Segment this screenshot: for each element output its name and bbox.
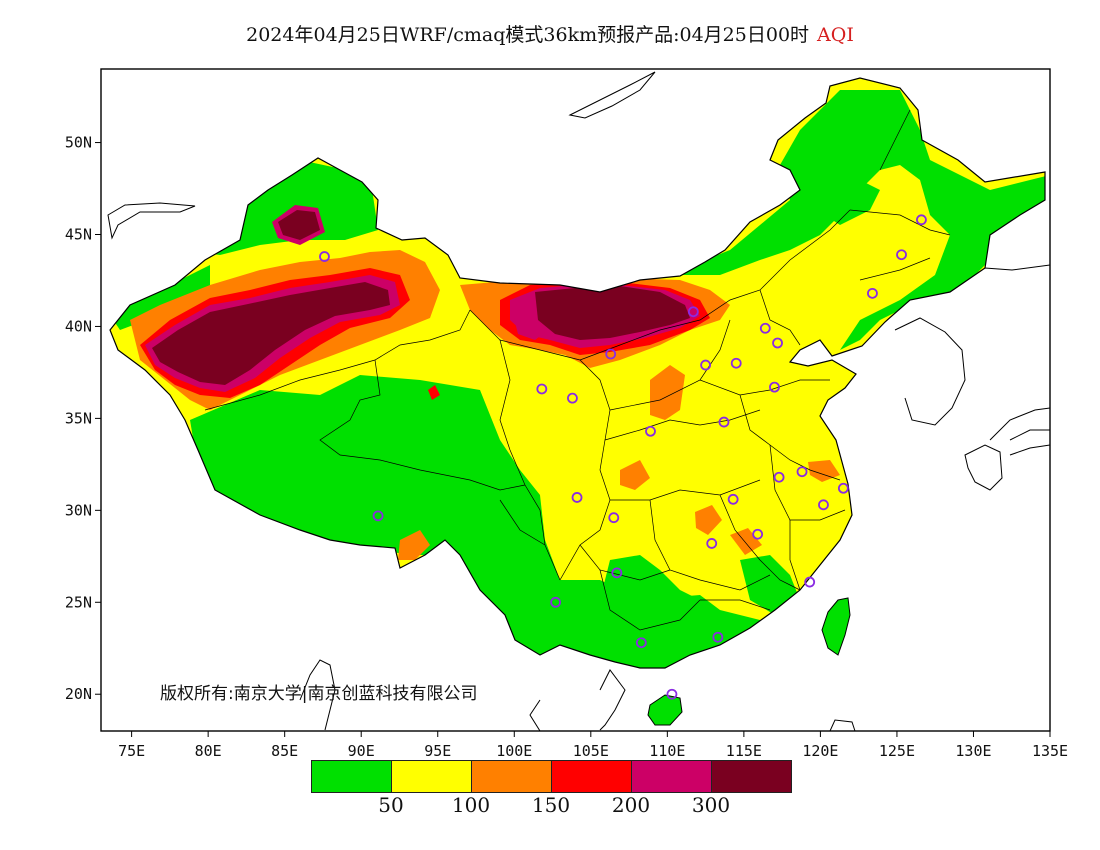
station-marker [319,251,330,262]
station-marker [752,528,764,540]
station-marker [796,466,808,478]
lat-tick-label: 40N [65,317,92,335]
station-markers [319,214,927,700]
station-marker [867,287,878,299]
title-main: 2024年04月25日WRF/cmaq模式36km预报产品:04月25日00时 [246,24,810,46]
lon-tick-label: 130E [955,742,991,760]
title-variable: AQI [817,24,854,46]
station-marker [706,538,718,549]
station-marker [718,416,730,428]
station-marker [759,322,771,334]
station-marker [730,357,742,369]
color-legend [311,760,792,793]
station-marker [769,381,780,393]
station-marker [666,688,678,700]
station-marker [571,492,583,503]
lon-tick-label: 110E [649,742,685,760]
lon-tick-label: 95E [424,742,451,760]
station-marker [605,348,617,360]
station-marker [773,471,785,483]
station-marker [700,359,712,371]
station-marker [896,249,907,261]
station-marker [837,482,849,494]
station-marker [550,596,562,608]
lon-tick-label: 135E [1032,742,1068,760]
lon-tick-label: 120E [802,742,838,760]
lat-tick-label: 50N [65,134,92,152]
legend-label: 50 [378,793,404,817]
legend-swatch [472,761,552,792]
legend-label: 150 [531,793,571,817]
lon-tick-label: 125E [879,742,915,760]
station-marker [608,512,620,524]
station-marker [635,637,647,649]
station-marker [687,306,699,318]
lat-tick-label: 45N [65,226,92,244]
station-marker [772,337,783,349]
legend-swatch [312,761,392,792]
lon-tick-label: 100E [496,742,532,760]
lon-tick-label: 75E [118,742,145,760]
station-marker [804,576,816,588]
legend-swatch [632,761,712,792]
lat-tick-label: 25N [65,593,92,611]
taiwan-island [821,597,851,656]
lat-tick-label: 35N [65,409,92,427]
legend-label: 100 [451,793,491,817]
station-marker [727,493,739,505]
legend-label: 200 [611,793,651,817]
legend-swatch [712,761,791,792]
lon-tick-label: 85E [271,742,298,760]
lon-tick-label: 80E [195,742,222,760]
station-marker [372,510,384,522]
station-marker [712,631,724,643]
station-marker [536,383,548,395]
station-marker [916,214,927,226]
copyright-notice: 版权所有:南京大学|南京创蓝科技有限公司 [160,684,478,704]
province-borders [204,109,951,631]
station-marker [611,567,623,579]
china-border [109,77,1046,669]
legend-label: 300 [691,793,731,817]
lat-tick-label: 20N [65,685,92,703]
station-marker [818,499,829,511]
lon-tick-label: 105E [573,742,609,760]
lon-tick-label: 115E [726,742,762,760]
map-title: 2024年04月25日WRF/cmaq模式36km预报产品:04月25日00时 A… [0,20,1100,47]
lat-tick-label: 30N [65,501,92,519]
legend-swatch [552,761,632,792]
axis-ticks: 75E 80E 85E 90E 95E 100E 105E 110E 115E 120E 125E 1… [65,134,1068,760]
station-marker [645,425,656,437]
station-marker [567,392,578,404]
lon-tick-label: 90E [348,742,375,760]
legend-swatch [392,761,472,792]
